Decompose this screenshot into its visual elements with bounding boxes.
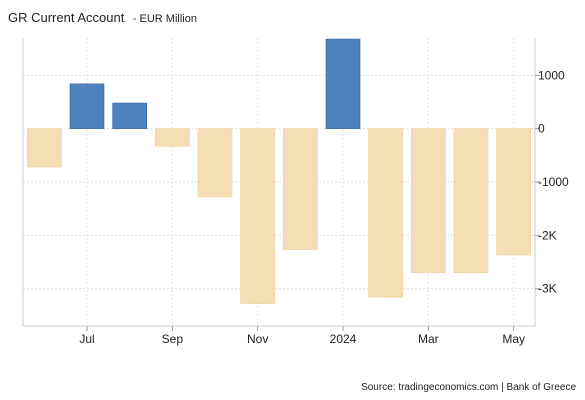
y-axis-ticks: 1000 0 -1000 -2K -3K <box>535 68 569 296</box>
bars-group <box>27 38 531 304</box>
y-tick-label: -2K <box>538 228 557 242</box>
bar-2024-05 <box>496 128 531 256</box>
x-tick-label: May <box>502 332 525 346</box>
bar-2023-06 <box>27 128 62 168</box>
chart-title-unit: - EUR Million <box>133 13 197 25</box>
bar-2023-12 <box>283 128 318 251</box>
source-note: Source: tradingeconomics.com | Bank of G… <box>361 382 576 393</box>
y-tick-label: 1000 <box>538 68 565 82</box>
chart-title-main: GR Current Account <box>8 10 125 25</box>
y-tick-label: -1000 <box>538 175 569 189</box>
chart-title: GR Current Account - EUR Million <box>8 9 197 26</box>
grid-lines <box>23 38 535 326</box>
x-tick-label: Sep <box>162 332 184 346</box>
x-tick-label: 2024 <box>330 332 357 346</box>
x-tick-label: Nov <box>247 332 268 346</box>
x-tick-label: Mar <box>418 332 439 346</box>
bar-2023-09 <box>155 128 190 147</box>
bar-2023-07 <box>69 83 105 129</box>
y-tick-label: 0 <box>538 122 545 136</box>
bar-2023-11 <box>240 128 275 304</box>
bar-2024-04 <box>453 128 489 273</box>
bar-2024-02 <box>368 128 403 298</box>
x-axis-ticks: Jul Sep Nov 2024 Mar May <box>79 326 525 346</box>
bar-2023-08 <box>112 102 147 129</box>
bar-2023-10 <box>197 128 233 198</box>
x-tick-label: Jul <box>79 332 94 346</box>
bar-2024-01 <box>325 38 361 129</box>
bar-2024-03 <box>411 128 446 273</box>
y-tick-label: -3K <box>538 282 557 296</box>
